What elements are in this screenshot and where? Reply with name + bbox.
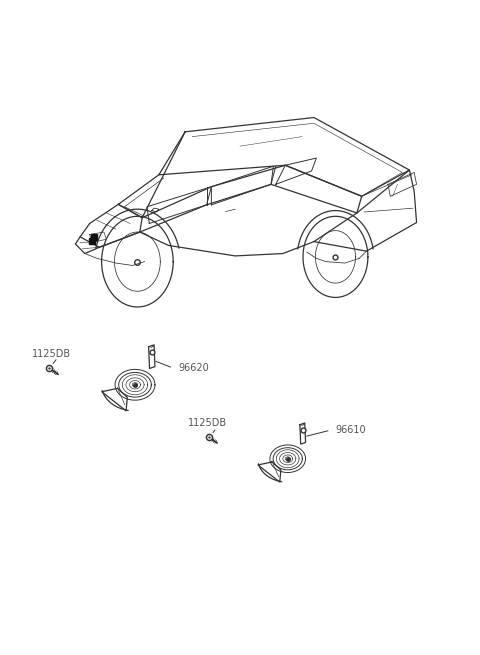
Text: 1125DB: 1125DB <box>33 348 72 358</box>
Text: 96610: 96610 <box>336 425 366 435</box>
Text: 96620: 96620 <box>178 363 209 373</box>
Text: 1125DB: 1125DB <box>188 418 227 428</box>
